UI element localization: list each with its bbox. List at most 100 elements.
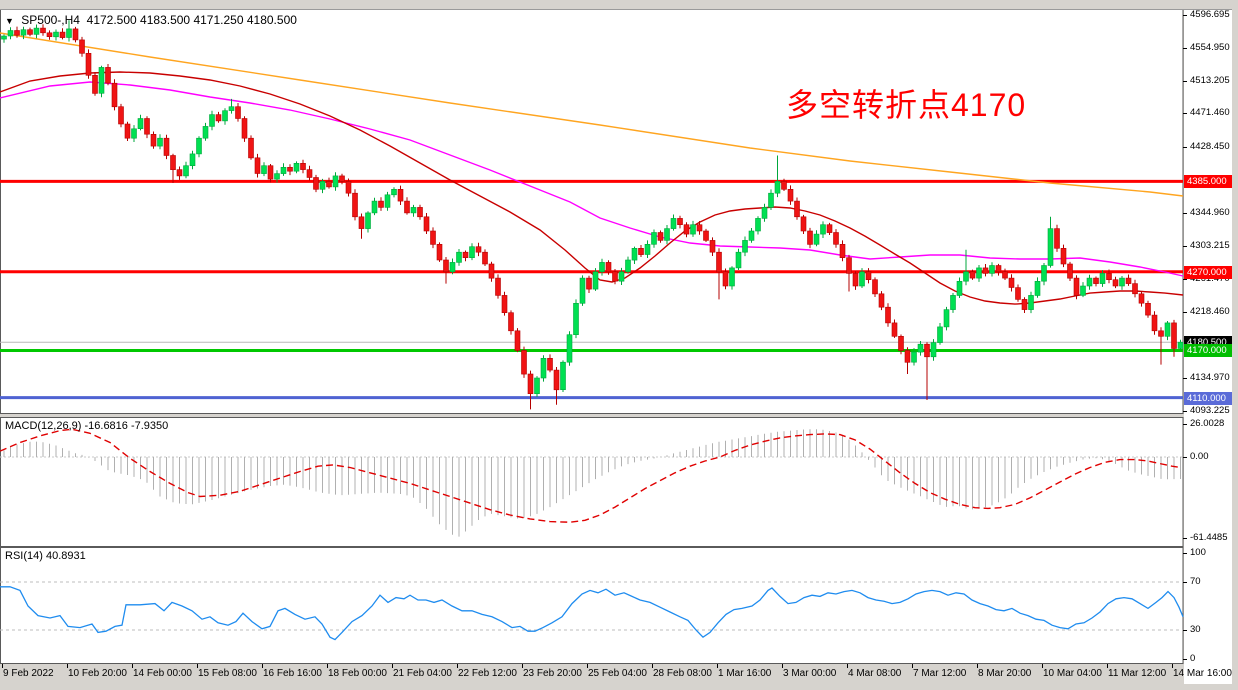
rsi-indicator-label: RSI(14) 40.8931 — [5, 550, 86, 562]
price-axis-label: 4554.950 — [1190, 42, 1230, 53]
window-right-edge — [1232, 0, 1238, 690]
time-axis-tick — [522, 664, 523, 668]
chart-title: ▼ SP500-,H4 4172.500 4183.500 4171.250 4… — [5, 13, 297, 27]
time-axis-label: 10 Feb 20:00 — [68, 668, 127, 679]
price-axis-tick — [1183, 312, 1187, 313]
price-axis-label: 4218.460 — [1190, 306, 1230, 317]
rsi-panel[interactable] — [0, 547, 1184, 664]
price-axis-label: 4513.205 — [1190, 75, 1230, 86]
horizontal-level-lines[interactable] — [0, 179, 1183, 400]
time-axis-label: 15 Feb 08:00 — [198, 668, 257, 679]
price-axis-tick — [1183, 659, 1187, 660]
price-axis-tick — [1183, 113, 1187, 114]
time-axis-label: 16 Feb 16:00 — [263, 668, 322, 679]
price-axis-tick — [1183, 553, 1187, 554]
price-axis-tick — [1183, 630, 1187, 631]
price-axis-label: 0 — [1190, 653, 1196, 664]
time-axis-tick — [457, 664, 458, 668]
symbol-period-label: SP500-,H4 — [21, 13, 80, 27]
bar-low-value: 4171.250 — [193, 13, 244, 27]
time-axis-label: 11 Mar 12:00 — [1108, 668, 1167, 679]
time-axis-tick — [67, 664, 68, 668]
macd-histogram — [3, 429, 1181, 537]
time-axis-tick — [847, 664, 848, 668]
time-axis-label: 25 Feb 04:00 — [588, 668, 647, 679]
time-axis-label: 18 Feb 00:00 — [328, 668, 387, 679]
price-axis-label: 30 — [1190, 624, 1201, 635]
time-axis-tick — [1107, 664, 1108, 668]
time-axis-tick — [327, 664, 328, 668]
time-axis-tick — [2, 664, 3, 668]
price-axis-label: 100 — [1190, 547, 1206, 558]
price-axis-label: 4344.960 — [1190, 207, 1230, 218]
time-axis-tick — [717, 664, 718, 668]
price-axis-label: 4134.970 — [1190, 372, 1230, 383]
time-axis-tick — [197, 664, 198, 668]
time-axis-label: 7 Mar 12:00 — [913, 668, 967, 679]
price-axis-label: 4471.460 — [1190, 107, 1230, 118]
macd-values: -16.6816 -7.9350 — [84, 420, 169, 432]
price-axis-tick — [1183, 213, 1187, 214]
price-axis-tick — [1183, 15, 1187, 16]
price-axis-tick — [1183, 279, 1187, 280]
time-axis-tick — [977, 664, 978, 668]
price-axis-tick — [1183, 424, 1187, 425]
time-axis-label: 8 Mar 20:00 — [978, 668, 1032, 679]
annotation-text: 多空转折点4170 — [786, 87, 1027, 123]
price-axis-label: 70 — [1190, 576, 1201, 587]
time-axis-tick — [912, 664, 913, 668]
time-axis-tick — [652, 664, 653, 668]
time-axis-label: 4 Mar 08:00 — [848, 668, 902, 679]
time-axis-tick — [132, 664, 133, 668]
time-axis-tick — [782, 664, 783, 668]
bar-open-value: 4172.500 — [86, 13, 137, 27]
toolbar-strip — [0, 0, 1238, 10]
ma-magenta — [0, 81, 1184, 277]
bar-high-value: 4183.500 — [140, 13, 191, 27]
price-axis-label: 4428.450 — [1190, 141, 1230, 152]
price-axis-tick — [1183, 582, 1187, 583]
time-axis-label: 28 Feb 08:00 — [653, 668, 712, 679]
price-axis-tick — [1183, 48, 1187, 49]
price-badge: 4170.000 — [1184, 344, 1232, 357]
price-axis-label: 26.0028 — [1190, 418, 1225, 429]
time-axis-label: 22 Feb 12:00 — [458, 668, 517, 679]
time-axis-tick — [392, 664, 393, 668]
price-badge: 4270.000 — [1184, 266, 1232, 279]
time-axis-label: 23 Feb 20:00 — [523, 668, 582, 679]
rsi-line — [0, 586, 1184, 641]
rsi-value: 40.8931 — [45, 550, 86, 562]
price-axis-label: 0.00 — [1190, 451, 1209, 462]
ma-orange — [0, 32, 1184, 197]
time-axis-tick — [262, 664, 263, 668]
price-axis-tick — [1183, 81, 1187, 82]
bar-close-value: 4180.500 — [246, 13, 297, 27]
price-axis-label: -61.4485 — [1190, 532, 1228, 543]
candles[interactable] — [1, 20, 1184, 410]
chevron-down-icon[interactable]: ▼ — [5, 16, 14, 26]
price-badge: 4110.000 — [1184, 392, 1232, 405]
price-axis-tick — [1183, 246, 1187, 247]
price-axis-tick — [1183, 147, 1187, 148]
price-axis-tick — [1183, 378, 1187, 379]
macd-panel[interactable] — [0, 417, 1184, 547]
main-chart-panel[interactable] — [0, 9, 1184, 414]
time-axis-label: 3 Mar 00:00 — [783, 668, 837, 679]
price-axis-label: 4093.225 — [1190, 405, 1230, 416]
price-axis-label: 4303.215 — [1190, 240, 1230, 251]
time-axis-label: 1 Mar 16:00 — [718, 668, 772, 679]
rsi-name: RSI(14) — [5, 550, 43, 562]
time-axis-label: 21 Feb 04:00 — [393, 668, 452, 679]
time-axis-label: 14 Feb 00:00 — [133, 668, 192, 679]
time-axis-label: 9 Feb 2022 — [3, 668, 54, 679]
macd-indicator-label: MACD(12,26,9) -16.6816 -7.9350 — [5, 420, 168, 432]
time-axis-label: 14 Mar 16:00 — [1173, 668, 1232, 679]
price-badge: 4385.000 — [1184, 175, 1232, 188]
time-axis-tick — [1042, 664, 1043, 668]
time-axis-tick — [1172, 664, 1173, 668]
macd-name: MACD(12,26,9) — [5, 420, 82, 432]
price-axis-tick — [1183, 538, 1187, 539]
price-axis-tick — [1183, 411, 1187, 412]
window-bottom-edge — [0, 684, 1238, 690]
